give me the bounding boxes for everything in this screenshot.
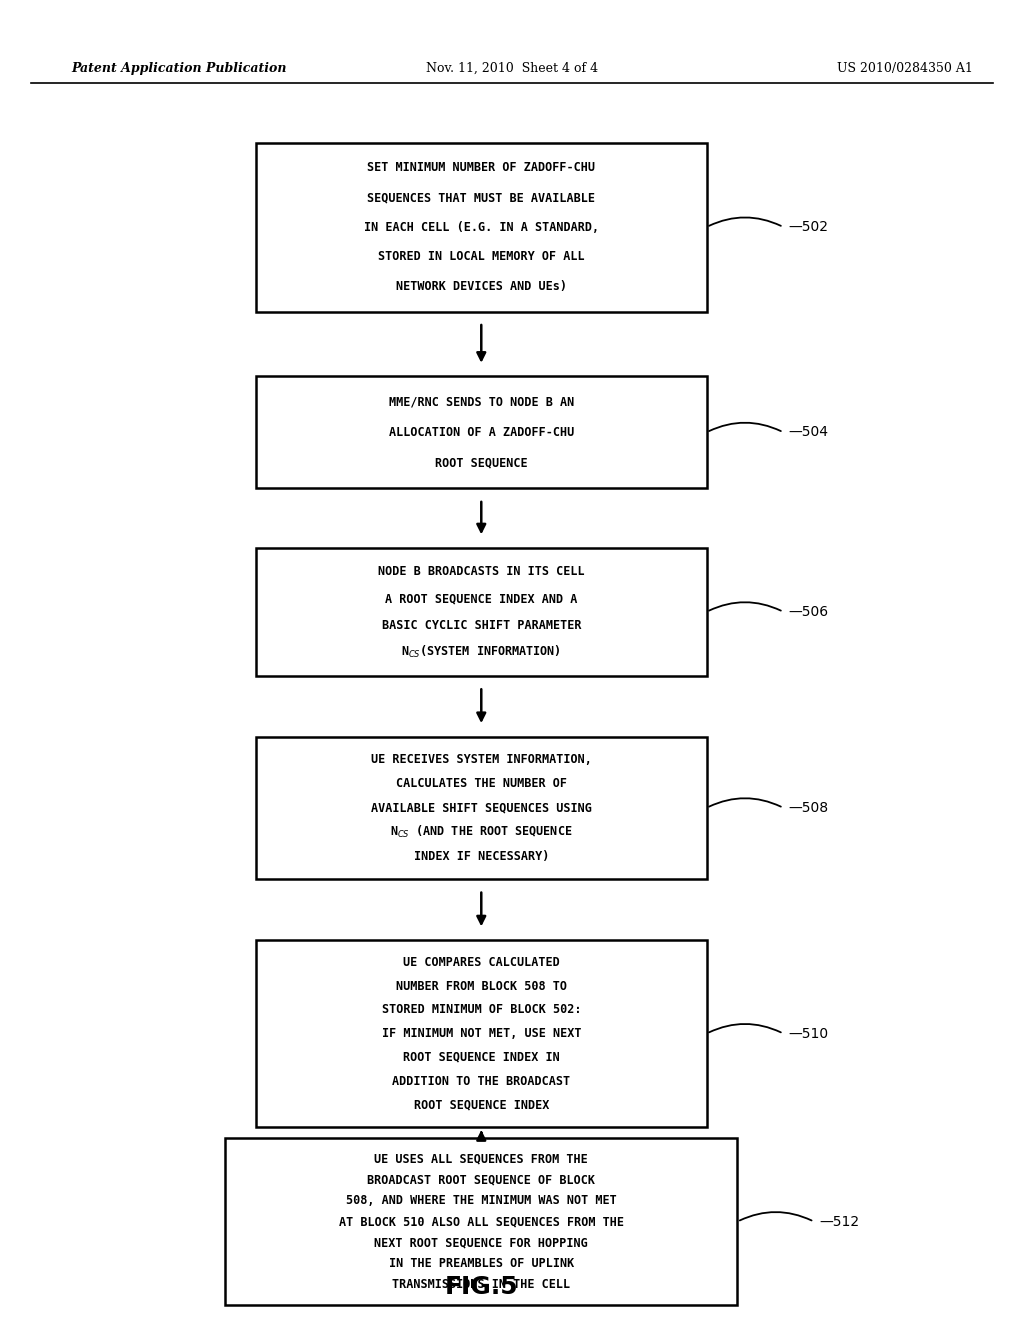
Text: IN THE PREAMBLES OF UPLINK: IN THE PREAMBLES OF UPLINK: [389, 1257, 573, 1270]
Text: STORED MINIMUM OF BLOCK 502:: STORED MINIMUM OF BLOCK 502:: [382, 1003, 581, 1016]
Text: —512: —512: [819, 1214, 859, 1229]
Text: IF MINIMUM NOT MET, USE NEXT: IF MINIMUM NOT MET, USE NEXT: [382, 1027, 581, 1040]
Text: NETWORK DEVICES AND UEs): NETWORK DEVICES AND UEs): [396, 280, 566, 293]
Text: —502: —502: [788, 220, 828, 234]
Text: 508, AND WHERE THE MINIMUM WAS NOT MET: 508, AND WHERE THE MINIMUM WAS NOT MET: [346, 1195, 616, 1208]
Text: ROOT SEQUENCE INDEX IN: ROOT SEQUENCE INDEX IN: [402, 1051, 560, 1064]
Text: SET MINIMUM NUMBER OF ZADOFF-CHU: SET MINIMUM NUMBER OF ZADOFF-CHU: [368, 161, 595, 174]
Bar: [256, 548, 707, 676]
Text: MME/RNC SENDS TO NODE B AN: MME/RNC SENDS TO NODE B AN: [389, 396, 573, 408]
Text: NODE B BROADCASTS IN ITS CELL: NODE B BROADCASTS IN ITS CELL: [378, 565, 585, 578]
Text: ROOT SEQUENCE: ROOT SEQUENCE: [435, 457, 527, 469]
Text: ADDITION TO THE BROADCAST: ADDITION TO THE BROADCAST: [392, 1074, 570, 1088]
Text: BASIC CYCLIC SHIFT PARAMETER: BASIC CYCLIC SHIFT PARAMETER: [382, 619, 581, 632]
Text: —506: —506: [788, 605, 828, 619]
Text: Nov. 11, 2010  Sheet 4 of 4: Nov. 11, 2010 Sheet 4 of 4: [426, 62, 598, 75]
Text: —504: —504: [788, 425, 828, 440]
Text: NUMBER FROM BLOCK 508 TO: NUMBER FROM BLOCK 508 TO: [396, 979, 566, 993]
Text: STORED IN LOCAL MEMORY OF ALL: STORED IN LOCAL MEMORY OF ALL: [378, 249, 585, 263]
Text: —508: —508: [788, 801, 828, 814]
Text: SEQUENCES THAT MUST BE AVAILABLE: SEQUENCES THAT MUST BE AVAILABLE: [368, 191, 595, 205]
Bar: [256, 737, 707, 879]
Text: Patent Application Publication: Patent Application Publication: [72, 62, 287, 75]
Bar: [256, 376, 707, 488]
Text: ALLOCATION OF A ZADOFF-CHU: ALLOCATION OF A ZADOFF-CHU: [389, 426, 573, 438]
Text: FIG.5: FIG.5: [444, 1275, 518, 1299]
Text: CALCULATES THE NUMBER OF: CALCULATES THE NUMBER OF: [396, 777, 566, 791]
Text: AVAILABLE SHIFT SEQUENCES USING: AVAILABLE SHIFT SEQUENCES USING: [371, 801, 592, 814]
Text: AT BLOCK 510 ALSO ALL SEQUENCES FROM THE: AT BLOCK 510 ALSO ALL SEQUENCES FROM THE: [339, 1216, 624, 1228]
Text: N$_{CS}$(SYSTEM INFORMATION): N$_{CS}$(SYSTEM INFORMATION): [401, 644, 561, 660]
Text: IN EACH CELL (E.G. IN A STANDARD,: IN EACH CELL (E.G. IN A STANDARD,: [364, 220, 599, 234]
Text: US 2010/0284350 A1: US 2010/0284350 A1: [837, 62, 973, 75]
Text: UE COMPARES CALCULATED: UE COMPARES CALCULATED: [402, 956, 560, 969]
Bar: [256, 143, 707, 312]
Bar: [225, 1138, 737, 1305]
Bar: [256, 940, 707, 1127]
Text: A ROOT SEQUENCE INDEX AND A: A ROOT SEQUENCE INDEX AND A: [385, 591, 578, 605]
Text: —510: —510: [788, 1027, 828, 1040]
Text: ROOT SEQUENCE INDEX: ROOT SEQUENCE INDEX: [414, 1098, 549, 1111]
Text: N$_{CS}$ (AND THE ROOT SEQUENCE: N$_{CS}$ (AND THE ROOT SEQUENCE: [390, 824, 572, 840]
Text: BROADCAST ROOT SEQUENCE OF BLOCK: BROADCAST ROOT SEQUENCE OF BLOCK: [368, 1173, 595, 1187]
Text: NEXT ROOT SEQUENCE FOR HOPPING: NEXT ROOT SEQUENCE FOR HOPPING: [375, 1236, 588, 1249]
Text: INDEX IF NECESSARY): INDEX IF NECESSARY): [414, 850, 549, 863]
Text: UE RECEIVES SYSTEM INFORMATION,: UE RECEIVES SYSTEM INFORMATION,: [371, 752, 592, 766]
Text: UE USES ALL SEQUENCES FROM THE: UE USES ALL SEQUENCES FROM THE: [375, 1152, 588, 1166]
Text: TRANSMISSIONS IN THE CELL: TRANSMISSIONS IN THE CELL: [392, 1278, 570, 1291]
